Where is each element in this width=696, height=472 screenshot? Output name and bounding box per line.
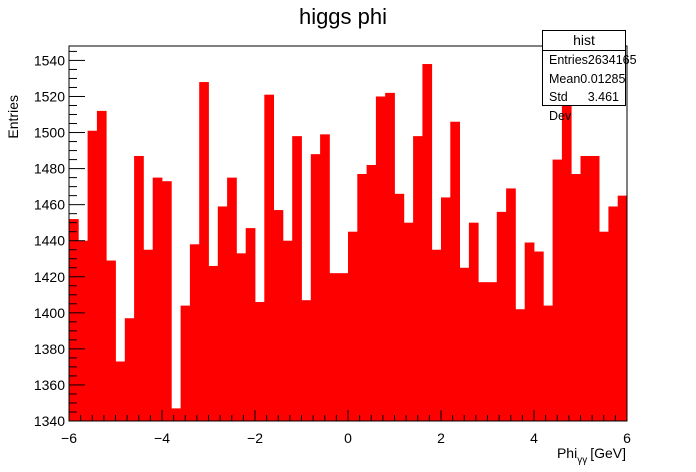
histogram-bar <box>227 177 237 421</box>
histogram-bar <box>199 82 209 422</box>
histogram-bar <box>236 253 247 421</box>
histogram-bar <box>608 206 619 421</box>
histogram-bar <box>441 197 451 421</box>
x-axis-label-subscript: γγ <box>577 455 587 466</box>
y-tick-label: 1400 <box>34 305 65 321</box>
histogram-bar <box>599 231 609 421</box>
stats-value: 3.461 <box>587 90 619 104</box>
histogram-bar <box>329 273 340 421</box>
y-tick-label: 1440 <box>34 233 65 249</box>
y-tick-label: 1500 <box>34 125 65 141</box>
histogram-bar <box>366 164 377 421</box>
x-tick-label: −4 <box>154 430 170 446</box>
histogram-bar <box>589 155 600 422</box>
histogram-bar <box>617 195 628 421</box>
histogram-bar <box>245 228 256 421</box>
histogram-bar <box>580 155 591 422</box>
histogram-bar <box>348 231 358 421</box>
x-axis-label-main: Phi <box>557 445 577 461</box>
x-tick-label: 2 <box>437 430 445 446</box>
histogram-bar <box>552 159 563 421</box>
histogram-bar <box>459 267 470 421</box>
histogram-bar <box>394 193 405 421</box>
histogram-bar <box>375 96 386 421</box>
histogram-bar <box>450 121 460 421</box>
histogram-bar <box>357 174 367 421</box>
histogram-bar <box>282 240 293 421</box>
histogram-bar <box>217 206 228 421</box>
histogram-bar <box>468 222 479 421</box>
histogram-bar <box>171 408 181 421</box>
histogram-bar <box>78 240 88 421</box>
histogram-bar <box>478 282 488 421</box>
stats-value: 2634165 <box>587 53 637 67</box>
histogram-bar <box>310 154 321 421</box>
y-axis-label: Entries <box>5 95 21 139</box>
x-axis-label: Phiγγ [GeV] <box>557 445 626 466</box>
histogram-bar <box>338 273 349 421</box>
histogram-bar <box>422 64 433 422</box>
histogram-bar <box>524 242 535 421</box>
histogram-bar <box>534 251 544 421</box>
stats-label: Entries <box>549 53 588 67</box>
histogram-bar <box>264 94 274 421</box>
histogram-bar <box>403 222 414 421</box>
histogram-bar <box>162 181 172 421</box>
histogram-bar <box>543 305 553 421</box>
histogram-bar <box>487 282 498 421</box>
x-tick-label: −2 <box>247 430 263 446</box>
stats-title: hist <box>543 31 625 51</box>
histogram-bar <box>515 309 526 421</box>
histogram-bar <box>413 136 423 421</box>
y-axis-ticks: 1340 1360 1380 1400 1420 1440 1460 1480 1500 1520… <box>34 50 85 429</box>
stats-label: Std Dev <box>549 90 572 123</box>
y-tick-label: 1380 <box>34 341 65 357</box>
histogram-bar <box>301 300 312 421</box>
y-tick-label: 1520 <box>34 88 65 104</box>
histogram-bar <box>571 174 581 421</box>
stats-value: 0.01285 <box>580 71 626 86</box>
histogram-bar <box>496 211 507 421</box>
stats-box: hist Entries 2634165 Mean 0.01285 Std De… <box>542 30 637 123</box>
y-tick-label: 1420 <box>34 269 65 285</box>
y-tick-label: 1460 <box>34 197 65 213</box>
x-tick-label: 0 <box>344 430 352 446</box>
histogram-bar <box>96 110 107 422</box>
histogram-bar <box>143 249 154 421</box>
histogram-bar <box>431 249 442 421</box>
histogram-bar <box>292 136 302 421</box>
stats-row-stddev: Std Dev 3.461 <box>543 88 625 123</box>
histogram-bar <box>561 103 572 421</box>
y-tick-label: 1480 <box>34 161 65 177</box>
histogram-bar <box>385 92 395 421</box>
stats-row-mean: Mean 0.01285 <box>543 70 625 89</box>
histogram-bar <box>106 260 116 421</box>
histogram-bar <box>180 305 191 421</box>
histogram-bar <box>69 219 79 421</box>
histogram-bar <box>189 244 200 421</box>
x-tick-label: 6 <box>623 430 631 446</box>
stats-label: Mean <box>549 71 581 86</box>
x-tick-label: −6 <box>61 430 77 446</box>
x-axis-label-unit: [GeV] <box>590 445 626 461</box>
stats-row-entries: Entries 2634165 <box>543 51 637 70</box>
histogram-bar <box>134 155 144 422</box>
x-axis-ticks: −6 −4 −2 0 2 4 6 <box>61 410 631 446</box>
y-tick-label: 1360 <box>34 377 65 393</box>
histogram-bar <box>273 210 284 421</box>
x-tick-label: 4 <box>530 430 538 446</box>
histogram-bar <box>506 188 516 421</box>
histogram-bar <box>255 302 265 421</box>
histogram-bar <box>152 177 163 421</box>
y-tick-label: 1340 <box>34 413 65 429</box>
y-tick-label: 1540 <box>34 52 65 68</box>
histogram-bar <box>87 130 98 421</box>
histogram-bars <box>69 64 628 422</box>
chart-title: higgs phi <box>299 4 387 29</box>
histogram-bar <box>208 265 219 421</box>
histogram-bar <box>124 318 135 421</box>
histogram-bar <box>320 134 330 421</box>
histogram-bar <box>115 361 126 421</box>
